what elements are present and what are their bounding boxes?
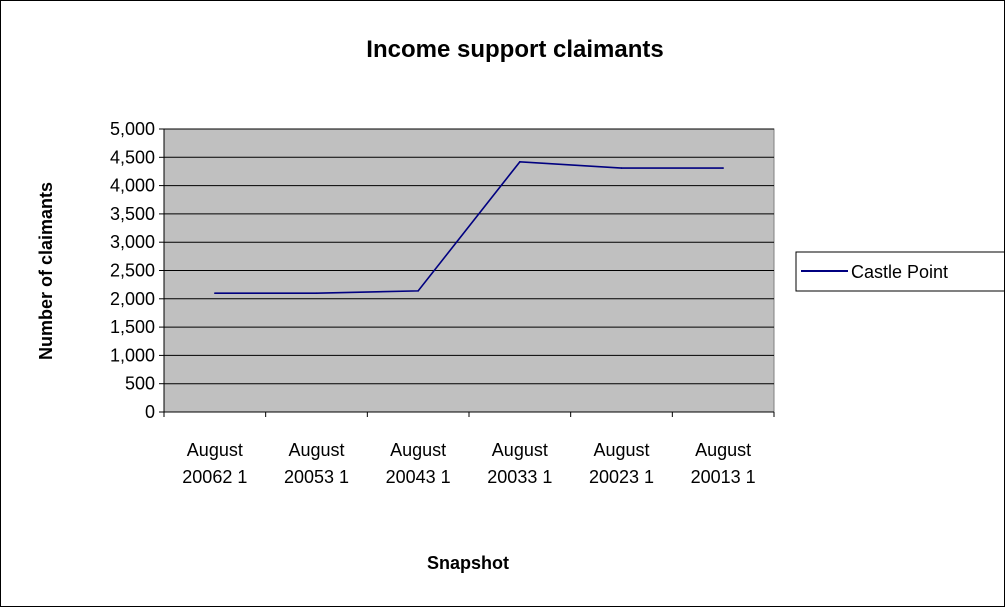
x-tick-label: 20013 1 bbox=[691, 467, 756, 487]
series-point bbox=[417, 290, 419, 292]
chart-title: Income support claimants bbox=[366, 36, 663, 63]
series-point bbox=[620, 167, 623, 169]
y-tick-label: 2,000 bbox=[110, 289, 155, 309]
y-tick-label: 1,000 bbox=[110, 345, 155, 365]
y-tick-label: 500 bbox=[125, 374, 155, 394]
y-tick-label: 0 bbox=[145, 402, 155, 422]
x-tick-label: 20043 1 bbox=[386, 467, 451, 487]
y-tick-label: 3,000 bbox=[110, 232, 155, 252]
y-tick-label: 4,500 bbox=[110, 147, 155, 167]
x-tick-label: August bbox=[187, 440, 243, 460]
x-axis-title: Snapshot bbox=[427, 553, 509, 573]
series-line bbox=[214, 161, 724, 294]
y-tick-label: 2,500 bbox=[110, 261, 155, 281]
series-point bbox=[315, 292, 318, 294]
series-point bbox=[519, 161, 521, 163]
x-tick-label: August bbox=[390, 440, 446, 460]
x-tick-label: August bbox=[593, 440, 649, 460]
x-tick-label: August bbox=[695, 440, 751, 460]
y-tick-label: 4,000 bbox=[110, 176, 155, 196]
series-point bbox=[214, 292, 216, 294]
y-tick-label: 1,500 bbox=[110, 317, 155, 337]
y-tick-label: 3,500 bbox=[110, 204, 155, 224]
x-tick-label: 20033 1 bbox=[487, 467, 552, 487]
legend-series-label: Castle Point bbox=[851, 262, 948, 282]
x-tick-label: August bbox=[492, 440, 548, 460]
legend-box bbox=[795, 251, 1004, 292]
y-axis-title: Number of claimants bbox=[36, 182, 56, 360]
x-tick-label: 20053 1 bbox=[284, 467, 349, 487]
series-point bbox=[722, 167, 724, 169]
y-tick-label: 5,000 bbox=[110, 119, 155, 139]
x-tick-label: 20023 1 bbox=[589, 467, 654, 487]
legend: Castle Point bbox=[795, 251, 1004, 292]
plot-area: 0 500 1,000 1,500 2,000 2,500 3,000 3,500 4,000 4… bbox=[110, 119, 775, 487]
x-tick-label: 20062 1 bbox=[182, 467, 247, 487]
x-tick-label: August bbox=[288, 440, 344, 460]
